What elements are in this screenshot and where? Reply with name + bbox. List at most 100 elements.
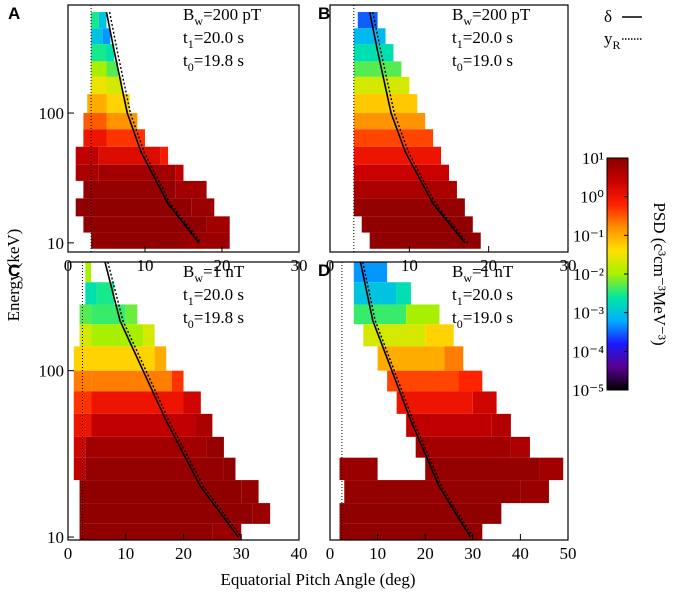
x-tick-label: 0 <box>64 544 73 563</box>
annotation-base: δ <box>604 7 612 26</box>
x-tick-label: 10 <box>137 256 154 275</box>
heatmap-cell <box>444 346 464 371</box>
axes-frame <box>329 261 569 541</box>
annotation-sub: 1 <box>457 294 463 308</box>
annotation-sub: 0 <box>457 317 463 331</box>
heatmap-cell <box>73 346 86 371</box>
heatmap-cell <box>241 480 259 504</box>
heatmap-cell <box>171 370 184 392</box>
curve <box>372 11 468 244</box>
colorbar-tick-label: 10⁻² <box>573 265 604 284</box>
annotation-sub: 0 <box>457 60 463 74</box>
heatmap-cell <box>183 232 230 249</box>
annotation-sub: 1 <box>188 294 194 308</box>
heatmap-cell <box>85 262 92 283</box>
x-axis-label: Equatorial Pitch Angle (deg) <box>221 570 416 589</box>
heatmap <box>75 12 230 249</box>
axes-frame <box>329 4 569 253</box>
annotation-sub: R <box>613 38 621 52</box>
y-tick-label: 100 <box>39 104 65 123</box>
heatmap-cell <box>223 457 236 481</box>
annotation-base: B <box>452 5 463 24</box>
heatmap-cell <box>85 282 97 305</box>
heatmap <box>73 262 271 540</box>
y-tick-label: 10 <box>47 234 64 253</box>
x-tick-label: 20 <box>175 544 192 563</box>
annotation-rest: =19.0 s <box>463 51 513 70</box>
heatmap-cell <box>91 391 184 414</box>
annotation-sub: 1 <box>188 37 194 51</box>
heatmap-cell <box>406 413 492 437</box>
annotation-rest: =19.0 s <box>463 308 513 327</box>
heatmap-cell <box>91 28 103 45</box>
heatmap-cell <box>106 61 119 77</box>
heatmap-cell <box>539 457 564 481</box>
annotation-rest: =19.8 s <box>194 51 244 70</box>
heatmap-cell <box>83 113 107 130</box>
heatmap <box>353 12 481 249</box>
heatmap-cell <box>339 523 483 540</box>
annotation: Bw=200 pT <box>183 5 262 28</box>
annotation-base: t <box>183 28 188 47</box>
heatmap-cell <box>91 232 184 249</box>
heatmap-cell <box>353 44 394 62</box>
curve <box>108 11 202 244</box>
heatmap-cell <box>106 113 138 130</box>
heatmap-cell <box>425 324 454 347</box>
annotation: t1=20.0 s <box>183 28 244 51</box>
heatmap-cell <box>73 413 92 437</box>
annotation-base: B <box>452 262 463 281</box>
panel-label: C <box>8 261 20 280</box>
annotation-base: t <box>452 51 457 70</box>
heatmap-cell <box>353 198 465 217</box>
heatmap-cell <box>73 457 86 481</box>
y-axis-label: Energy (keV) <box>4 229 23 322</box>
y-tick-label: 100 <box>39 362 65 381</box>
heatmap-cell <box>175 164 184 181</box>
heatmap-cell <box>510 436 530 458</box>
heatmap-cell <box>98 164 176 181</box>
annotation-rest: =20.0 s <box>463 28 513 47</box>
x-tick-label: 0 <box>326 544 335 563</box>
heatmap-cell <box>339 457 378 481</box>
heatmap-cell <box>363 324 426 347</box>
heatmap-cell <box>377 346 445 371</box>
annotation-base: t <box>452 28 457 47</box>
x-tick-label: 20 <box>214 256 231 275</box>
heatmap-cell <box>79 503 253 524</box>
annotation-sub: 0 <box>188 60 194 74</box>
curve <box>362 262 474 538</box>
annotation-sub: 1 <box>457 37 463 51</box>
heatmap-cell <box>106 76 122 95</box>
heatmap-cell <box>85 346 155 371</box>
heatmap-cell <box>91 413 196 437</box>
heatmap-cell <box>98 12 107 29</box>
annotation: yR <box>604 29 621 52</box>
heatmap-cell <box>175 180 207 199</box>
heatmap-cell <box>85 457 224 481</box>
heatmap-cell <box>91 12 99 29</box>
annotation-rest: =1 nT <box>203 262 245 281</box>
heatmap-cell <box>458 370 483 392</box>
panel-label: A <box>8 4 20 23</box>
heatmap-cell <box>206 216 230 233</box>
heatmap-cell <box>353 129 434 147</box>
annotation-rest: =200 pT <box>203 5 262 24</box>
heatmap-cell <box>91 370 172 392</box>
x-tick-label: 10 <box>369 544 386 563</box>
heatmap-cell <box>91 324 144 347</box>
heatmap-cell <box>353 76 410 95</box>
annotation: t1=20.0 s <box>452 28 513 51</box>
heatmap-cell <box>406 304 440 325</box>
heatmap-cell <box>79 304 92 325</box>
heatmap-cell <box>91 44 107 62</box>
heatmap-cell <box>353 146 442 165</box>
annotation-rest: =20.0 s <box>463 285 513 304</box>
annotation-sub: w <box>194 271 203 285</box>
heatmap-cell <box>125 304 138 325</box>
annotation-sub: w <box>463 271 472 285</box>
